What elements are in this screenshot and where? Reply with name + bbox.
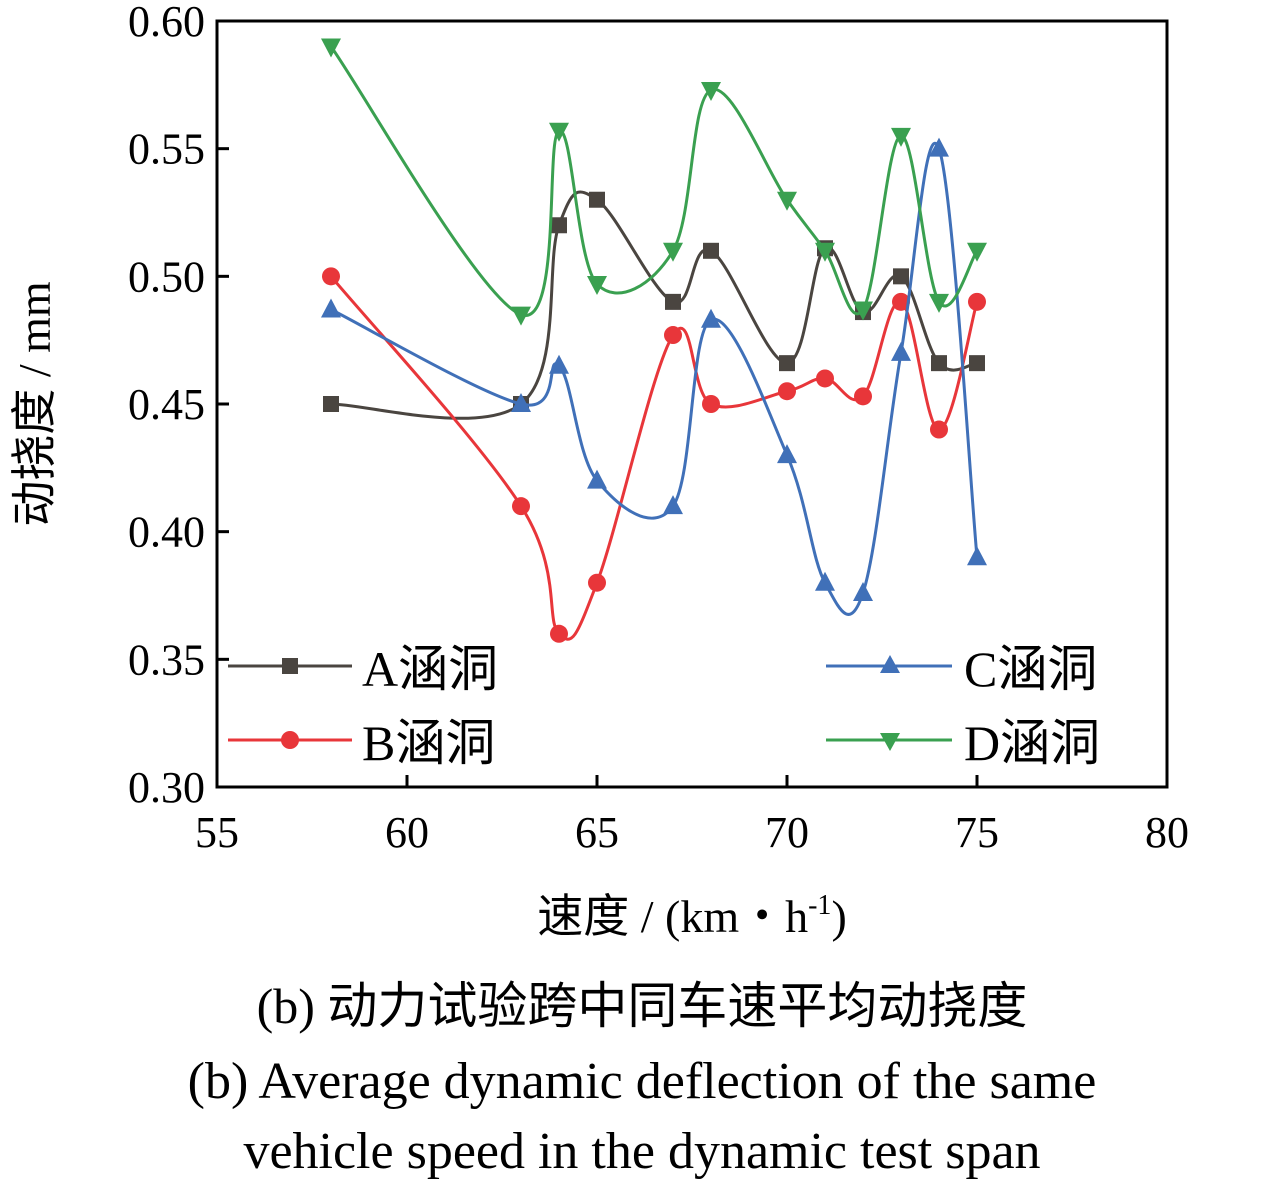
data-point (930, 420, 948, 439)
x-tick-label: 55 (195, 808, 239, 857)
data-point (777, 191, 797, 211)
x-axis-ticks: 55 60 65 70 75 80 (195, 775, 1189, 857)
figure-caption-en-line2: vehicle speed in the dynamic test span (243, 1123, 1041, 1180)
data-point (587, 275, 607, 295)
data-point (778, 382, 796, 401)
data-point (931, 355, 947, 372)
data-point (665, 293, 681, 310)
data-point (511, 393, 531, 412)
data-point (664, 326, 682, 345)
data-point (322, 267, 340, 286)
data-point (701, 308, 721, 328)
y-axis-ticks: 0.30 0.35 0.40 0.45 0.50 0.55 0.60 (128, 0, 229, 812)
legend-label-c: C涵洞 (964, 641, 1097, 697)
y-axis-title: 动挠度 / mm (9, 281, 60, 527)
x-axis-title-close: ) (831, 891, 846, 942)
data-point (587, 469, 607, 489)
y-tick-label: 0.55 (128, 125, 205, 174)
data-point (701, 81, 721, 101)
data-point (323, 396, 339, 412)
x-tick-label: 65 (575, 808, 619, 857)
legend: A涵洞 B涵洞 C涵洞 D涵洞 (228, 641, 1100, 771)
x-tick-label: 70 (765, 808, 809, 857)
x-axis-title-sup: -1 (808, 890, 831, 921)
series-line (329, 45, 979, 317)
y-tick-label: 0.45 (128, 380, 205, 429)
data-point (967, 242, 987, 262)
legend-marker-d (880, 733, 900, 751)
x-tick-label: 60 (385, 808, 429, 857)
legend-label-a: A涵洞 (362, 641, 498, 697)
data-point (702, 395, 720, 413)
data-point (816, 369, 834, 388)
x-tick-label: 80 (1145, 808, 1189, 857)
data-point (891, 341, 911, 361)
x-axis-title: 速度 / (km・h-1) (537, 890, 847, 942)
data-point (853, 301, 873, 321)
series-layer (321, 38, 987, 643)
data-point (815, 571, 835, 591)
data-point (512, 497, 530, 516)
data-point (321, 298, 341, 318)
legend-item-c: C涵洞 (826, 641, 1097, 697)
data-point (893, 268, 909, 285)
data-point (853, 581, 873, 601)
data-point (777, 444, 797, 464)
series-line (330, 141, 979, 616)
data-point (891, 127, 911, 147)
figure-caption-cn: (b) 动力试验跨中同车速平均动挠度 (256, 978, 1028, 1034)
x-axis-title-main: 速度 / (km・h (537, 891, 808, 942)
series-3 (321, 137, 987, 616)
data-point (967, 546, 987, 566)
legend-marker-b (281, 731, 299, 749)
legend-marker-c (880, 655, 900, 673)
chart: 0.30 0.35 0.40 0.45 0.50 0.55 0.60 55 60 65 70 75 8… (9, 0, 1189, 942)
data-point (929, 137, 949, 157)
x-tick-label: 75 (955, 808, 999, 857)
data-point (588, 573, 606, 592)
data-point (968, 292, 986, 311)
series-4 (321, 38, 987, 326)
data-point (929, 293, 949, 313)
data-point (892, 292, 910, 311)
legend-item-b: B涵洞 (228, 715, 495, 771)
data-point (703, 242, 719, 259)
data-point (549, 122, 569, 142)
data-point (854, 387, 872, 406)
data-point (779, 355, 795, 372)
data-point (511, 306, 531, 326)
legend-label-d: D涵洞 (964, 715, 1100, 771)
data-point (663, 242, 683, 262)
y-tick-label: 0.35 (128, 635, 205, 684)
y-tick-label: 0.50 (128, 252, 205, 301)
data-point (815, 242, 835, 262)
data-point (549, 354, 569, 374)
data-point (551, 217, 567, 234)
data-point (969, 355, 985, 372)
y-tick-label: 0.40 (128, 508, 205, 557)
legend-label-b: B涵洞 (362, 715, 495, 771)
data-point (663, 495, 683, 515)
y-tick-label: 0.30 (128, 763, 205, 812)
legend-item-a: A涵洞 (228, 641, 498, 697)
legend-marker-a (282, 658, 298, 674)
series-line (329, 275, 979, 641)
figure-caption-en-line1: (b) Average dynamic deflection of the sa… (187, 1053, 1097, 1110)
data-point (589, 191, 605, 208)
data-point (321, 38, 341, 58)
y-tick-label: 0.60 (128, 0, 205, 46)
data-point (550, 624, 568, 643)
legend-item-d: D涵洞 (826, 715, 1100, 771)
